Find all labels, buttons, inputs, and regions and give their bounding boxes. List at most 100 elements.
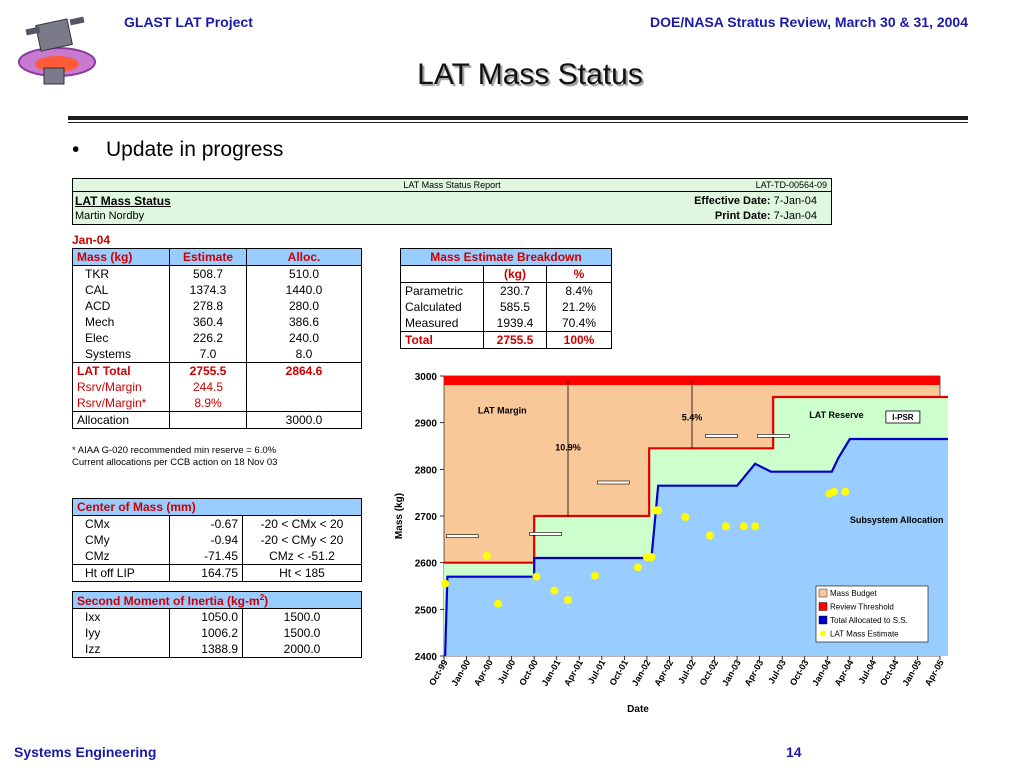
mass-table: Mass (kg) Estimate Alloc. TKR 508.7 510.0 … bbox=[72, 248, 362, 429]
row-kg: 1939.4 bbox=[483, 315, 547, 332]
y-tick-label: 2600 bbox=[415, 559, 438, 570]
y-tick-label: 2700 bbox=[415, 512, 438, 523]
row-name: CMz bbox=[72, 548, 170, 565]
row-kg: 230.7 bbox=[483, 282, 547, 299]
x-tick-label: Apr-01 bbox=[562, 658, 585, 688]
estimate-point bbox=[591, 571, 600, 580]
table-row: Mech 360.4 386.6 bbox=[72, 314, 362, 330]
chart-annotation: 10.9% bbox=[555, 443, 581, 453]
allocation-row: Allocation 3000.0 bbox=[72, 411, 362, 429]
row-value: 1006.2 bbox=[169, 625, 243, 641]
legend-swatch bbox=[818, 588, 828, 598]
row-name: CMy bbox=[72, 532, 170, 548]
row-alloc: 8.0 bbox=[246, 346, 362, 363]
header-review: DOE/NASA Stratus Review, March 30 & 31, … bbox=[650, 14, 968, 30]
header-project: GLAST LAT Project bbox=[124, 14, 253, 30]
estimate-point bbox=[654, 506, 663, 515]
total-row: LAT Total 2755.5 2864.6 bbox=[72, 362, 362, 379]
effective-date-label: Effective Date: bbox=[694, 195, 771, 207]
row-estimate: 1374.3 bbox=[169, 282, 247, 298]
x-tick-label: Oct-01 bbox=[607, 658, 630, 687]
reserve-pct-name: Rsrv/Margin* bbox=[72, 395, 170, 412]
col-mass: Mass (kg) bbox=[72, 248, 170, 266]
row-estimate: 226.2 bbox=[169, 330, 247, 346]
reserve-pct-row: Rsrv/Margin* 8.9% bbox=[72, 395, 362, 412]
estimate-point bbox=[841, 487, 850, 496]
legend-label: Review Threshold bbox=[830, 603, 894, 612]
mass-breakdown-table: Mass Estimate Breakdown (kg)% Parametric… bbox=[400, 248, 612, 349]
ipsr-callout bbox=[885, 410, 921, 424]
x-tick-label: Oct-00 bbox=[517, 658, 540, 687]
row-estimate: 7.0 bbox=[169, 346, 247, 363]
table-row: Iyy 1006.2 1500.0 bbox=[72, 625, 362, 641]
legend-label: LAT Mass Estimate bbox=[830, 630, 899, 639]
row-value: 1050.0 bbox=[169, 608, 243, 625]
row-name: Izz bbox=[72, 641, 170, 658]
review-marker bbox=[757, 434, 790, 438]
bullet-text: Update in progress bbox=[106, 138, 284, 161]
table-row: Systems 7.0 8.0 bbox=[72, 346, 362, 363]
legend-swatch bbox=[818, 615, 828, 625]
estimate-point bbox=[633, 563, 642, 572]
table-row: CMy -0.94 -20 < CMy < 20 bbox=[72, 532, 362, 548]
total-pct: 100% bbox=[546, 331, 612, 349]
ipsr-callout-label: I-PSR bbox=[892, 413, 914, 422]
table-row: Calculated 585.5 21.2% bbox=[400, 299, 612, 315]
reserve-row: Rsrv/Margin 244.5 bbox=[72, 379, 362, 395]
table-row: Parametric 230.7 8.4% bbox=[400, 282, 612, 299]
report-name: LAT Mass Status bbox=[75, 194, 171, 208]
note-ccb: Current allocations per CCB action on 18… bbox=[72, 457, 278, 468]
breakdown-title: Mass Estimate Breakdown bbox=[400, 248, 612, 266]
center-of-mass-table: Center of Mass (mm) CMx -0.67 -20 < CMx < … bbox=[72, 498, 362, 582]
row-pct: 8.4% bbox=[546, 282, 612, 299]
estimate-point bbox=[482, 551, 491, 560]
table-row: Measured 1939.4 70.4% bbox=[400, 315, 612, 332]
y-tick-label: 2500 bbox=[415, 605, 438, 616]
row-alloc: 240.0 bbox=[246, 330, 362, 346]
table-row: CMx -0.67 -20 < CMx < 20 bbox=[72, 515, 362, 532]
estimate-point bbox=[681, 512, 690, 521]
estimate-point bbox=[706, 531, 715, 540]
report-divider bbox=[73, 191, 831, 192]
review-marker bbox=[597, 480, 630, 485]
mass-table-header: Mass (kg) Estimate Alloc. bbox=[72, 248, 362, 266]
com-header: Center of Mass (mm) bbox=[72, 498, 362, 516]
table-row: Elec 226.2 240.0 bbox=[72, 330, 362, 346]
x-tick-label: Apr-03 bbox=[742, 658, 765, 688]
row-requirement: 1500.0 bbox=[242, 625, 362, 641]
row-alloc: 510.0 bbox=[246, 265, 362, 282]
legend-swatch bbox=[818, 602, 828, 611]
x-tick-label: Apr-02 bbox=[652, 658, 675, 688]
table-row: ACD 278.8 280.0 bbox=[72, 298, 362, 314]
legend-label: Mass Budget bbox=[830, 589, 877, 598]
row-name: TKR bbox=[72, 265, 170, 282]
table-row: Ixx 1050.0 1500.0 bbox=[72, 608, 362, 625]
total-estimate: 2755.5 bbox=[169, 362, 247, 379]
page-number: 14 bbox=[786, 744, 802, 760]
mass-period: Jan-04 bbox=[72, 233, 111, 247]
row-name: Elec bbox=[72, 330, 170, 346]
row-name: Systems bbox=[72, 346, 170, 363]
row-name: ACD bbox=[72, 298, 170, 314]
x-tick-label: Jul-02 bbox=[676, 658, 698, 686]
review-marker bbox=[529, 532, 562, 536]
row-name: Parametric bbox=[400, 282, 484, 299]
title-rule bbox=[68, 116, 968, 120]
legend-swatch bbox=[820, 630, 826, 637]
x-tick-label: Jan-02 bbox=[630, 658, 653, 688]
table-row: CMz -71.45 CMz < -51.2 bbox=[72, 548, 362, 565]
title-rule-thin bbox=[68, 122, 968, 123]
total-name: LAT Total bbox=[72, 362, 170, 379]
footer-label: Systems Engineering bbox=[14, 744, 157, 760]
print-date-label: Print Date: bbox=[714, 210, 771, 222]
print-date-value: 7-Jan-04 bbox=[773, 210, 817, 222]
row-value: 1388.9 bbox=[169, 641, 243, 658]
total-alloc: 2864.6 bbox=[246, 362, 362, 379]
moment-of-inertia-table: Second Moment of Inertia (kg-m2) Ixx 1050… bbox=[72, 591, 362, 658]
row-estimate: 360.4 bbox=[169, 314, 247, 330]
row-name: Measured bbox=[400, 315, 484, 332]
row-requirement: -20 < CMx < 20 bbox=[242, 515, 362, 532]
estimate-point bbox=[532, 572, 541, 581]
row-name: CAL bbox=[72, 282, 170, 298]
